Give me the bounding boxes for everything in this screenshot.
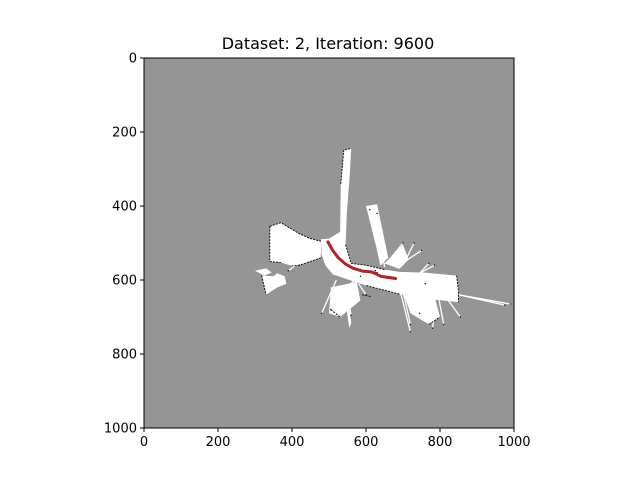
occupied-wall-10 <box>362 294 372 298</box>
occupied-wall-0 <box>269 222 322 242</box>
scan-ray-22 <box>287 248 319 272</box>
y-tick-label-1000: 1000 <box>104 422 137 437</box>
free-space-region-1 <box>320 148 459 303</box>
scan-hit-13 <box>509 303 511 305</box>
occupancy-map <box>255 148 511 333</box>
scan-hit-14 <box>369 209 371 211</box>
scan-hit-12 <box>504 304 506 306</box>
scan-ray-7 <box>398 287 412 332</box>
occupied-wall-3 <box>345 244 385 271</box>
scan-ray-25 <box>402 290 412 325</box>
y-tick-label-800: 800 <box>112 348 137 363</box>
x-tick-label-0: 0 <box>140 435 148 450</box>
scan-ray-2 <box>345 275 361 288</box>
scan-hit-0 <box>350 314 352 316</box>
scan-hit-19 <box>428 262 430 265</box>
scan-hit-2 <box>359 275 362 277</box>
scan-ray-13 <box>458 294 511 305</box>
occupied-wall-5 <box>365 285 400 295</box>
scan-hit-3 <box>374 270 376 272</box>
scan-hit-9 <box>443 323 445 326</box>
scan-hit-10 <box>431 327 434 329</box>
scan-ray-15 <box>376 213 386 268</box>
occupied-wall-6 <box>291 257 322 267</box>
y-tick-label-0: 0 <box>129 52 137 67</box>
scan-hit-11 <box>459 316 462 318</box>
occupied-wall-4 <box>456 275 459 303</box>
scan-hit-16 <box>402 242 404 244</box>
occupied-wall-8 <box>428 316 441 325</box>
free-space-region-2 <box>261 273 287 295</box>
y-axis: 0 200 400 600 800 1000 <box>104 52 144 437</box>
scan-ray-19 <box>419 262 430 274</box>
occupied-wall-9 <box>261 275 267 295</box>
scan-ray-24 <box>358 283 367 296</box>
scan-ray-10 <box>431 285 437 329</box>
trajectory-layer <box>326 240 398 280</box>
x-tick-label-1000: 1000 <box>497 435 530 450</box>
x-tick-label-600: 600 <box>354 435 379 450</box>
scan-wedge-1 <box>401 285 440 325</box>
y-tick-label-400: 400 <box>112 200 137 215</box>
x-tick-label-200: 200 <box>206 435 231 450</box>
x-tick-label-800: 800 <box>428 435 453 450</box>
chart-title: Dataset: 2, Iteration: 9600 <box>222 34 435 53</box>
scan-hit-6 <box>418 312 421 314</box>
scan-ray-11 <box>435 283 461 318</box>
scan-ray-23 <box>321 279 337 314</box>
scan-ray-0 <box>345 287 352 316</box>
scan-hit-8 <box>424 283 426 285</box>
scan-hit-20 <box>433 264 436 266</box>
scan-hit-22 <box>287 270 289 272</box>
scan-ray-16 <box>385 242 404 264</box>
free-space-region-3 <box>255 268 272 276</box>
scan-hit-15 <box>376 212 378 215</box>
scan-hit-18 <box>420 249 423 252</box>
occupied-wall-7 <box>330 309 341 318</box>
scan-hit-23 <box>320 312 323 314</box>
scan-ray-9 <box>435 285 445 325</box>
scan-ray-8 <box>402 283 426 290</box>
scan-hit-17 <box>413 242 415 244</box>
x-tick-label-400: 400 <box>280 435 305 450</box>
scan-ray-18 <box>398 249 422 266</box>
occupied-wall-1 <box>269 226 281 264</box>
robot-trajectory <box>326 240 398 280</box>
scan-wedge-0 <box>329 281 361 317</box>
x-axis: 0 200 400 600 800 1000 <box>140 428 531 450</box>
scan-ray-20 <box>419 264 435 274</box>
scan-ray-1 <box>330 287 347 310</box>
occupied-wall-2 <box>340 148 352 184</box>
plot-frame <box>143 57 515 429</box>
scan-ray-14 <box>369 209 382 266</box>
y-tick-label-600: 600 <box>112 274 137 289</box>
scan-wedge-4 <box>343 283 352 329</box>
scan-ray-4 <box>353 277 387 281</box>
y-tick-label-200: 200 <box>112 126 137 141</box>
scan-hit-7 <box>409 331 412 333</box>
scan-hit-25 <box>409 323 412 326</box>
